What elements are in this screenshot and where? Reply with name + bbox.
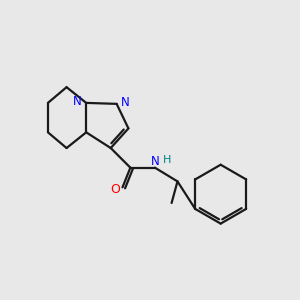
Text: O: O — [111, 183, 121, 196]
Text: H: H — [163, 155, 171, 165]
Text: N: N — [151, 155, 159, 168]
Text: N: N — [73, 95, 82, 108]
Text: N: N — [121, 96, 130, 110]
